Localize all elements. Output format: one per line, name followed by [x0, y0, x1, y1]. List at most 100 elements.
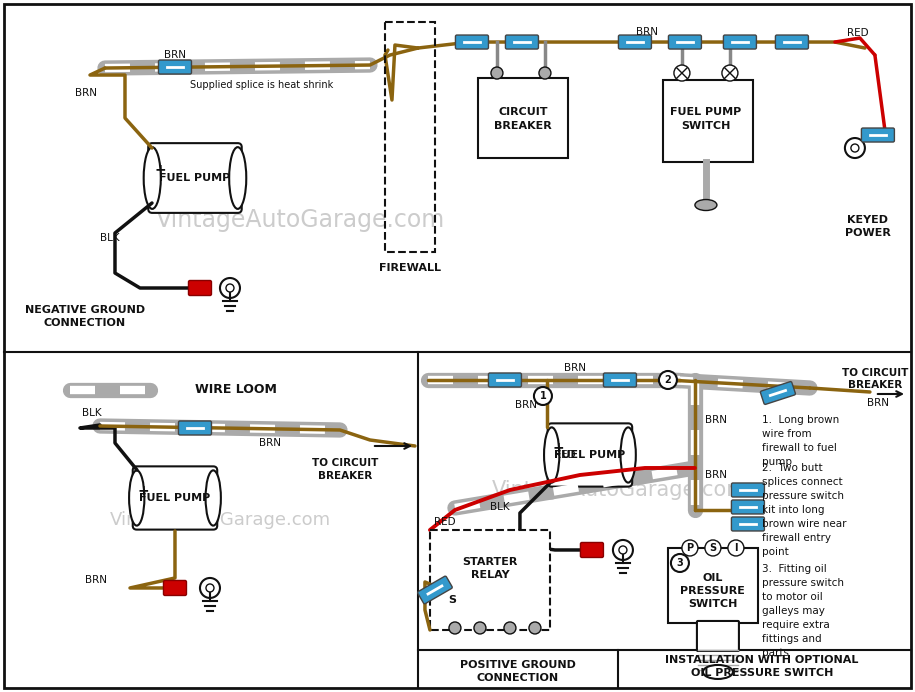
Text: INSTALLATION WITH OPTIONAL: INSTALLATION WITH OPTIONAL	[665, 655, 858, 665]
Circle shape	[613, 540, 633, 560]
Circle shape	[206, 584, 214, 592]
Text: 3.  Fitting oil
pressure switch
to motor oil
galleys may
require extra
fittings : 3. Fitting oil pressure switch to motor …	[762, 564, 844, 658]
Text: 1.  Long brown
wire from
firewall to fuel
pump: 1. Long brown wire from firewall to fuel…	[762, 415, 839, 467]
Text: CONNECTION: CONNECTION	[477, 673, 559, 683]
Text: TO CIRCUIT: TO CIRCUIT	[312, 458, 378, 468]
Text: VintageAutoGarage.com: VintageAutoGarage.com	[156, 208, 445, 232]
Text: BLK: BLK	[490, 502, 510, 512]
Text: 3: 3	[676, 558, 684, 568]
Ellipse shape	[544, 428, 559, 482]
Text: VintageAutoGarage.com: VintageAutoGarage.com	[492, 480, 748, 500]
Circle shape	[534, 387, 552, 405]
Text: BRN: BRN	[636, 27, 658, 37]
FancyBboxPatch shape	[489, 373, 522, 387]
Circle shape	[504, 622, 516, 634]
Text: Supplied splice is heat shrink: Supplied splice is heat shrink	[190, 80, 333, 90]
Text: BRN: BRN	[705, 470, 727, 480]
Text: BRN: BRN	[867, 398, 888, 408]
FancyBboxPatch shape	[775, 35, 809, 49]
FancyBboxPatch shape	[603, 373, 637, 387]
Text: RED: RED	[554, 450, 576, 460]
FancyBboxPatch shape	[148, 143, 242, 213]
Text: BRN: BRN	[564, 363, 586, 373]
Text: BLK: BLK	[82, 408, 102, 418]
Text: FIREWALL: FIREWALL	[379, 263, 441, 273]
Circle shape	[200, 578, 220, 598]
Circle shape	[539, 67, 551, 79]
FancyBboxPatch shape	[669, 35, 702, 49]
FancyBboxPatch shape	[158, 60, 191, 74]
Ellipse shape	[620, 428, 636, 482]
Circle shape	[682, 540, 698, 556]
Text: BRN: BRN	[164, 50, 186, 60]
FancyBboxPatch shape	[760, 381, 795, 404]
Circle shape	[491, 67, 503, 79]
FancyBboxPatch shape	[731, 483, 764, 497]
Text: BREAKER: BREAKER	[318, 471, 372, 481]
Text: SWITCH: SWITCH	[688, 599, 737, 609]
Text: FUEL PUMP: FUEL PUMP	[159, 173, 231, 183]
Text: S: S	[448, 595, 456, 605]
Text: POWER: POWER	[845, 228, 891, 238]
Text: 2: 2	[664, 375, 672, 385]
FancyBboxPatch shape	[164, 581, 187, 596]
FancyBboxPatch shape	[861, 128, 894, 142]
Text: TO CIRCUIT: TO CIRCUIT	[842, 368, 908, 378]
FancyBboxPatch shape	[580, 543, 603, 558]
Circle shape	[728, 540, 744, 556]
Text: BLK: BLK	[100, 233, 120, 243]
FancyBboxPatch shape	[697, 621, 739, 651]
Text: BRN: BRN	[515, 400, 537, 410]
Circle shape	[705, 540, 721, 556]
Text: RED: RED	[434, 517, 456, 527]
Text: WIRE LOOM: WIRE LOOM	[195, 383, 277, 397]
Text: BRN: BRN	[259, 438, 281, 448]
Circle shape	[619, 546, 627, 554]
Text: +: +	[154, 163, 166, 177]
FancyBboxPatch shape	[478, 78, 568, 158]
Text: POSITIVE GROUND: POSITIVE GROUND	[460, 660, 576, 670]
Circle shape	[851, 144, 859, 152]
Text: RELAY: RELAY	[470, 570, 510, 580]
Text: NEGATIVE GROUND: NEGATIVE GROUND	[25, 305, 145, 315]
FancyBboxPatch shape	[178, 421, 211, 435]
Circle shape	[674, 65, 690, 81]
FancyBboxPatch shape	[668, 548, 758, 623]
Text: FUEL PUMP: FUEL PUMP	[139, 493, 210, 503]
Text: BRN: BRN	[705, 415, 727, 425]
FancyBboxPatch shape	[724, 35, 757, 49]
Text: CONNECTION: CONNECTION	[44, 318, 126, 328]
Text: BRN: BRN	[75, 88, 97, 98]
Circle shape	[220, 278, 240, 298]
FancyBboxPatch shape	[619, 35, 651, 49]
Text: FUEL PUMP: FUEL PUMP	[554, 450, 626, 460]
Text: 1: 1	[540, 391, 546, 401]
Ellipse shape	[144, 147, 161, 209]
FancyBboxPatch shape	[663, 80, 753, 162]
Circle shape	[659, 371, 677, 389]
Text: STARTER: STARTER	[462, 557, 518, 567]
Circle shape	[722, 65, 737, 81]
Text: VintageAutoGarage.com: VintageAutoGarage.com	[110, 511, 330, 529]
FancyBboxPatch shape	[430, 530, 550, 630]
Ellipse shape	[229, 147, 246, 209]
Text: S: S	[709, 543, 716, 553]
Text: KEYED: KEYED	[847, 215, 888, 225]
FancyBboxPatch shape	[4, 4, 911, 688]
Text: OIL PRESSURE SWITCH: OIL PRESSURE SWITCH	[691, 668, 833, 678]
Circle shape	[226, 284, 234, 292]
Text: FUEL PUMP: FUEL PUMP	[671, 107, 741, 117]
Text: 2.  Two butt
splices connect
pressure switch
kit into long
brown wire near
firew: 2. Two butt splices connect pressure swi…	[762, 463, 846, 557]
Text: BRN: BRN	[85, 575, 107, 585]
FancyBboxPatch shape	[548, 424, 632, 486]
Text: PRESSURE: PRESSURE	[681, 586, 746, 596]
FancyBboxPatch shape	[133, 466, 217, 529]
Circle shape	[474, 622, 486, 634]
Circle shape	[449, 622, 461, 634]
Text: CIRCUIT: CIRCUIT	[498, 107, 548, 117]
Text: +: +	[138, 484, 149, 498]
Circle shape	[845, 138, 865, 158]
Text: BREAKER: BREAKER	[848, 380, 902, 390]
Ellipse shape	[694, 199, 717, 210]
FancyBboxPatch shape	[188, 280, 211, 295]
